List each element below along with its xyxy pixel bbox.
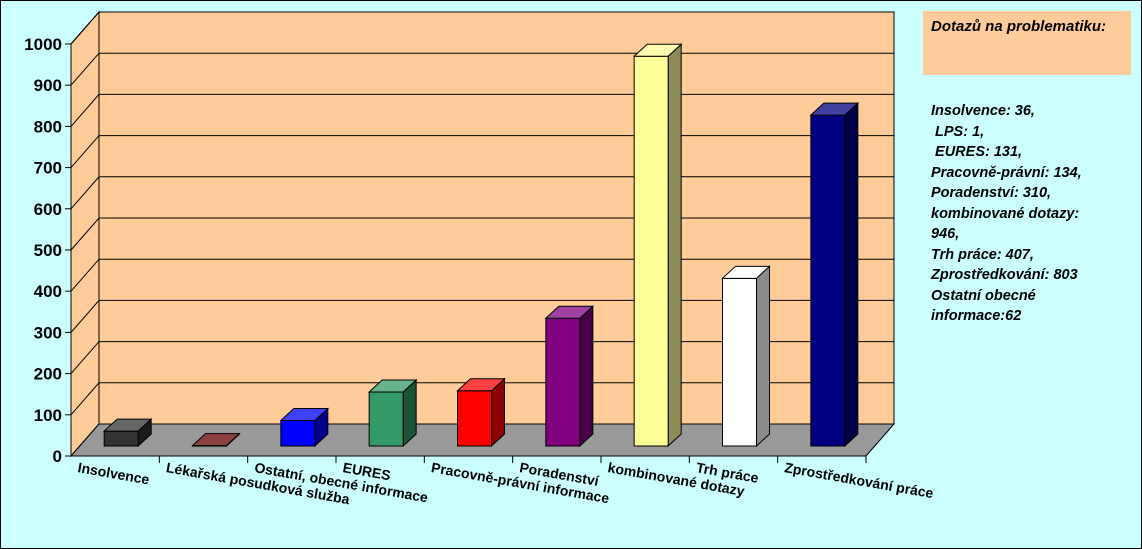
- gridline: [70, 258, 894, 292]
- x-tick-label: Insolvence: [77, 459, 151, 487]
- bar-top: [809, 102, 860, 116]
- gridline: [70, 382, 894, 416]
- y-tick-label: 1000: [24, 35, 62, 54]
- gridline: [70, 93, 894, 127]
- y-tick-label: 0: [53, 447, 62, 466]
- legend-line: Ostatní obecné: [931, 287, 1036, 304]
- bar-top: [544, 305, 595, 319]
- y-tick-label: 600: [34, 200, 62, 219]
- bar-side: [667, 43, 682, 448]
- legend-line: kombinované dotazy:: [931, 205, 1080, 222]
- bar-top: [279, 407, 330, 421]
- y-tick-label: 200: [34, 365, 62, 384]
- legend-line: Insolvence: 36,: [931, 103, 1035, 119]
- bar-side: [844, 102, 859, 448]
- gridline: [70, 135, 894, 168]
- legend-line: 946,: [931, 226, 960, 242]
- legend-line: Zprostředkování: 803: [931, 267, 1078, 283]
- y-tick-label: 800: [34, 117, 62, 136]
- gridline: [70, 341, 894, 374]
- bar: [722, 277, 757, 447]
- bar: [457, 390, 492, 447]
- legend-line: informace:62: [931, 308, 1022, 324]
- bar: [810, 114, 846, 447]
- bar: [103, 430, 139, 447]
- gridline: [70, 217, 894, 251]
- bar-top: [632, 43, 683, 57]
- bar-top: [191, 433, 241, 447]
- bar-side: [579, 305, 594, 448]
- legend-list: Insolvence: 36, LPS: 1, EURES: 131, Praco…: [931, 101, 1141, 327]
- bar-top: [721, 265, 771, 279]
- gridline: [70, 11, 894, 45]
- bar: [280, 419, 316, 447]
- y-tick-label: 400: [34, 282, 62, 301]
- legend-title: Dotazů na problematiku:: [923, 11, 1131, 75]
- legend-line: Poradenství: 310,: [931, 185, 1052, 201]
- legend-line: Trh práce: 407,: [931, 246, 1034, 263]
- bar-top: [456, 378, 506, 392]
- y-tick-label: 500: [34, 241, 62, 260]
- y-tick-label: 100: [34, 406, 62, 425]
- gridline: [70, 299, 894, 333]
- legend-line: LPS: 1,: [931, 123, 985, 140]
- bar: [633, 55, 669, 447]
- y-tick-label: 900: [34, 76, 62, 95]
- bar-side: [756, 265, 770, 448]
- y-tick-label: 300: [34, 323, 62, 342]
- gridline: [70, 176, 894, 210]
- bar-top: [367, 379, 418, 393]
- bar-top: [102, 418, 153, 432]
- legend-line: Pracovně-právní: 134,: [931, 164, 1082, 181]
- bar: [368, 391, 404, 447]
- bar: [545, 317, 581, 447]
- gridline: [70, 52, 894, 86]
- legend-line: EURES: 131,: [931, 144, 1023, 160]
- y-tick-label: 700: [34, 159, 62, 178]
- x-tick-label: Zprostředkování práce: [783, 459, 935, 501]
